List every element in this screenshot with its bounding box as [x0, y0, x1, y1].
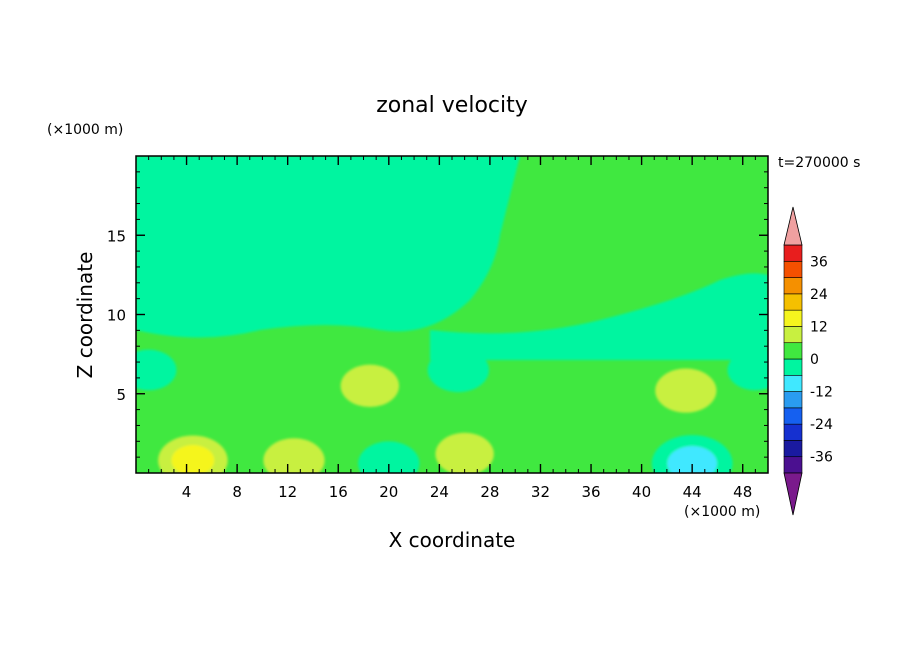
- x-tick-label: 20: [379, 483, 398, 501]
- contour-region: [427, 347, 489, 393]
- chart-title: zonal velocity: [376, 93, 528, 118]
- plot-area: [135, 155, 769, 474]
- colorbar-swatch: [783, 391, 803, 409]
- colorbar-swatch: [783, 309, 803, 327]
- contour-region: [435, 432, 494, 473]
- y-tick-label: 5: [116, 386, 126, 404]
- colorbar-min-arrow: [783, 472, 803, 516]
- contour-region: [136, 349, 177, 391]
- colorbar-label: 24: [810, 287, 828, 303]
- x-axis: 4 8 12 16 20 24 28 32 36 40 44 48: [148, 156, 756, 501]
- colorbar-swatch: [783, 342, 803, 360]
- colorbar-swatch: [783, 244, 803, 262]
- contour-region: [655, 368, 717, 413]
- colorbar-label: -36: [810, 450, 833, 466]
- contour-region: [340, 364, 400, 408]
- colorbar-max-arrow: [783, 206, 803, 246]
- contour-region: [263, 438, 325, 473]
- x-tick-label: 16: [329, 483, 348, 501]
- colorbar-label: 12: [810, 319, 828, 335]
- colorbar-swatch: [783, 423, 803, 441]
- y-unit-label: (×1000 m): [47, 122, 123, 138]
- colorbar-swatch: [783, 326, 803, 344]
- x-tick-label: 12: [278, 483, 297, 501]
- contour-region: [727, 349, 768, 391]
- x-tick-label: 28: [480, 483, 499, 501]
- colorbar-swatch: [783, 407, 803, 425]
- contour-region: [430, 273, 768, 360]
- colorbar-swatch: [783, 440, 803, 458]
- x-tick-label: 44: [683, 483, 702, 501]
- x-unit-label: (×1000 m): [684, 504, 760, 520]
- colorbar-swatch: [783, 456, 803, 474]
- contour-region: [136, 156, 520, 338]
- colorbar-label: -12: [810, 385, 833, 401]
- colorbar-swatch: [783, 358, 803, 376]
- x-axis-label: X coordinate: [389, 528, 516, 552]
- y-axis: 5 10 15: [107, 171, 768, 458]
- contour-region: [171, 445, 215, 473]
- y-axis-label: Z coordinate: [73, 252, 97, 379]
- x-tick-label: 36: [581, 483, 600, 501]
- colorbar-label: 36: [810, 254, 828, 270]
- y-tick-label: 15: [107, 227, 126, 245]
- time-label: t=270000 s: [778, 155, 860, 171]
- x-tick-label: 4: [182, 483, 192, 501]
- colorbar-swatch: [783, 277, 803, 295]
- colorbar-swatch: [783, 374, 803, 392]
- x-tick-label: 8: [232, 483, 242, 501]
- x-tick-label: 32: [531, 483, 550, 501]
- x-tick-label: 48: [733, 483, 752, 501]
- colorbar-label: -24: [810, 417, 833, 433]
- colorbar-label: 0: [810, 352, 819, 368]
- colorbar: 36 24 12 0 -12 -24 -36: [783, 206, 833, 516]
- x-tick-label: 24: [430, 483, 449, 501]
- contour-region: [667, 446, 718, 473]
- contour-regions: [136, 156, 768, 473]
- colorbar-swatch: [783, 260, 803, 278]
- y-tick-label: 10: [107, 307, 126, 325]
- x-tick-label: 40: [632, 483, 651, 501]
- colorbar-swatch: [783, 293, 803, 311]
- contour-region: [358, 441, 420, 473]
